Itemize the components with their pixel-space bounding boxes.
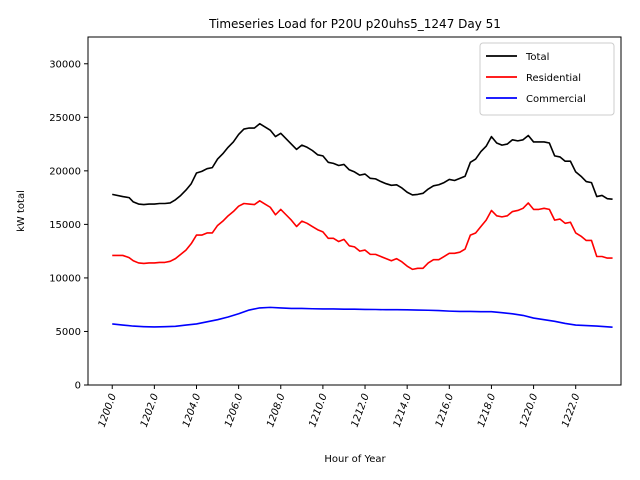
y-tick-label: 10000 [49,273,81,284]
series-line-residential [112,200,613,271]
x-axis-label: Hour of Year [324,454,386,465]
y-tick-label: 30000 [49,59,81,70]
chart-title: Timeseries Load for P20U p20uhs5_1247 Da… [208,17,501,31]
legend: Total Residential Commercial [479,42,615,116]
legend-label-total: Total [525,52,549,63]
legend-label-commercial: Commercial [526,94,586,105]
legend-label-residential: Residential [526,73,581,84]
y-tick-label: 25000 [49,113,81,124]
y-axis: 0 5000 10000 15000 20000 25000 30000 [49,59,88,392]
y-tick-label: 15000 [49,220,81,231]
y-tick-label: 20000 [49,166,81,177]
series-layer [112,122,613,328]
y-axis-label: kW total [16,190,27,232]
series-line-commercial [112,306,613,328]
y-tick-label: 5000 [56,327,81,338]
legend-box [479,42,615,116]
series-line-total [112,122,613,206]
axes-frame [87,36,622,386]
y-tick-label: 0 [75,381,81,392]
